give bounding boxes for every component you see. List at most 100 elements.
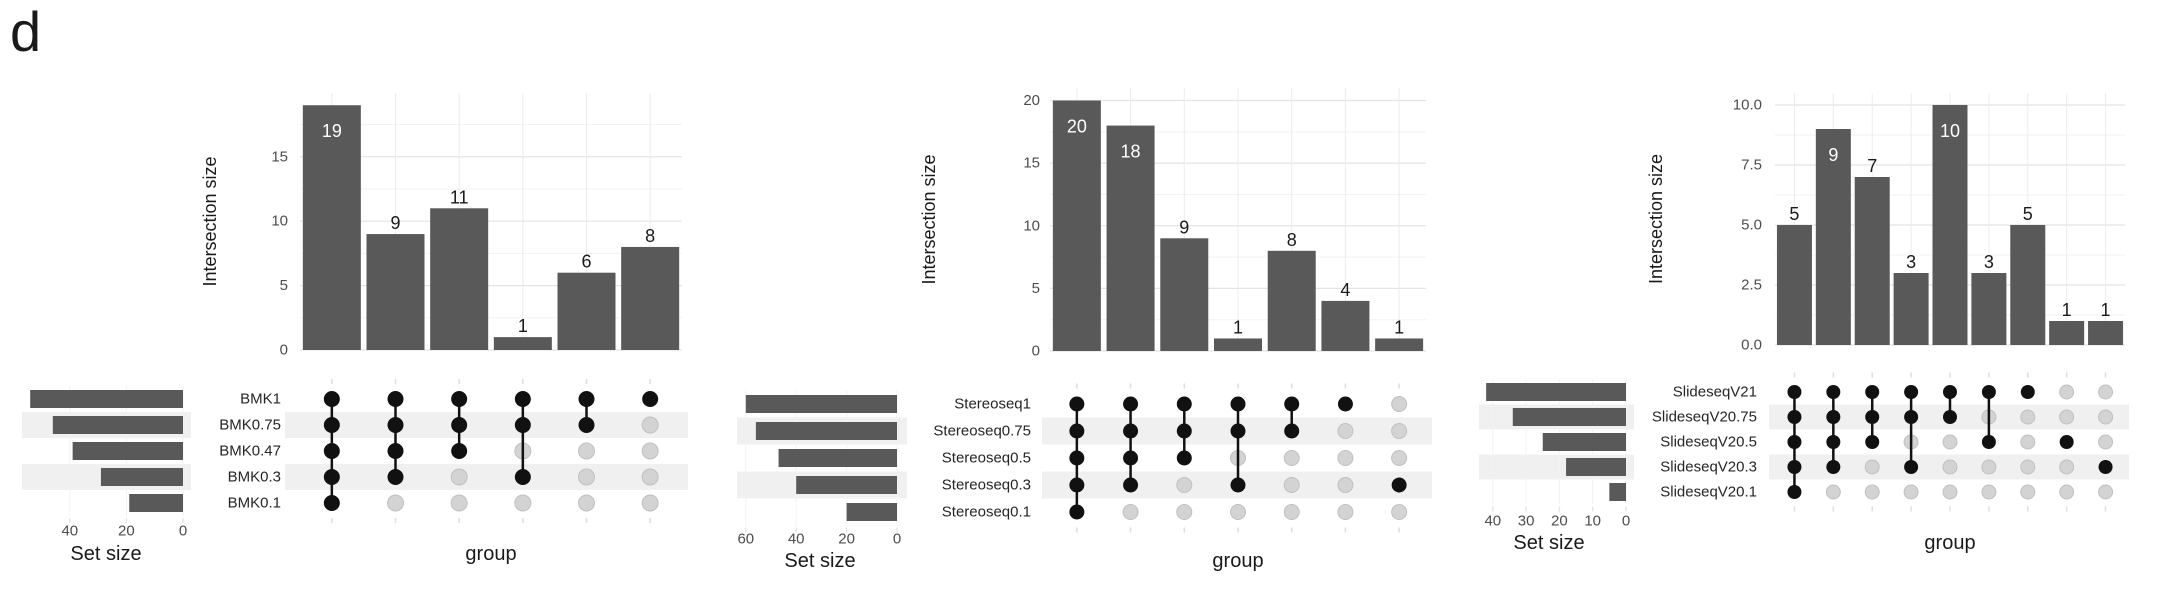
set-membership-dot-filled	[1123, 477, 1139, 493]
set-membership-dot-empty	[2020, 434, 2036, 450]
intersection-count-label: 8	[1287, 230, 1297, 250]
set-membership-dot-empty	[2098, 384, 2114, 400]
set-membership-dot-filled	[1826, 410, 1841, 424]
set-label: BMK1	[240, 391, 281, 408]
set-membership-dot-filled	[1826, 435, 1841, 449]
set-membership-dot-empty	[1903, 484, 1919, 500]
set-size-bar	[796, 476, 897, 494]
set-membership-dot-filled	[323, 391, 340, 407]
intersection-count-label: 9	[390, 213, 400, 233]
intersection-bar	[1932, 105, 1968, 345]
set-membership-dot-empty	[1283, 504, 1300, 520]
set-membership-dot-empty	[578, 468, 595, 486]
set-membership-dot-filled	[1230, 423, 1246, 439]
set-membership-dot-filled	[578, 417, 595, 433]
intersection-bar	[1776, 225, 1812, 345]
set-size-tick-label: 0	[179, 523, 187, 540]
y-axis-tick-label: 20	[1023, 92, 1040, 109]
membership-matrix: Stereoseq1 Stereoseq0.75 Stereoseq0.5 Stere…	[933, 383, 1432, 533]
set-membership-dot-empty	[2059, 459, 2075, 475]
set-membership-dot-filled	[1981, 385, 1996, 399]
intersection-count-label: 6	[581, 252, 591, 272]
set-membership-dot-filled	[451, 391, 468, 407]
set-membership-dot-filled	[1981, 435, 1996, 449]
set-membership-dot-filled	[1787, 385, 1802, 399]
set-membership-dot-empty	[1230, 504, 1246, 520]
set-membership-dot-empty	[514, 494, 532, 512]
figure-panel-label: d	[10, 0, 42, 63]
set-size-bar	[100, 468, 183, 486]
intersection-count-label: 1	[2101, 300, 2111, 320]
set-membership-dot-empty	[1337, 423, 1354, 439]
set-label: SlideseqV20.3	[1660, 459, 1757, 476]
set-size-tick-label: 20	[1551, 513, 1568, 530]
intersection-count-label: 11	[450, 187, 469, 207]
set-label: Stereoseq0.3	[942, 477, 1031, 494]
set-membership-dot-empty	[1981, 459, 1997, 475]
set-membership-dot-empty	[2059, 484, 2075, 500]
set-membership-dot-filled	[578, 391, 595, 407]
set-membership-dot-filled	[642, 391, 659, 407]
y-axis-tick-label: 0	[1032, 343, 1040, 360]
set-label: SlideseqV20.75	[1652, 409, 1757, 426]
set-membership-dot-empty	[1122, 504, 1139, 520]
set-membership-dot-filled	[514, 391, 531, 407]
set-size-tick-label: 0	[893, 531, 901, 548]
set-membership-dot-empty	[2059, 409, 2075, 425]
set-membership-dot-empty	[1942, 459, 1958, 475]
set-membership-dot-empty	[2020, 409, 2036, 425]
y-axis-tick-label: 15	[1023, 155, 1040, 172]
set-membership-dot-filled	[514, 469, 531, 485]
set-membership-dot-empty	[1864, 484, 1880, 500]
intersection-bar	[1815, 129, 1851, 345]
set-size-bar	[52, 416, 183, 434]
set-label: SlideseqV20.1	[1660, 484, 1757, 501]
set-size-tick-label: 20	[118, 523, 135, 540]
y-axis-tick-label: 15	[271, 148, 288, 165]
set-size-bar	[129, 494, 183, 512]
y-axis-title: Intersection size	[1646, 154, 1666, 284]
intersection-count-label: 9	[1828, 145, 1838, 165]
set-size-bar	[755, 422, 897, 440]
set-size-bar	[745, 395, 897, 413]
set-size-chart: 40 20 0 Set size	[22, 386, 191, 565]
set-membership-dot-empty	[1825, 484, 1841, 500]
set-membership-dot-filled	[2098, 460, 2113, 474]
y-axis-tick-label: 0.0	[1741, 337, 1762, 354]
intersection-bar	[1267, 250, 1316, 351]
intersection-count-label: 20	[1067, 117, 1087, 137]
y-axis-tick-label: 5	[1032, 280, 1040, 297]
intersection-bar	[302, 105, 361, 350]
set-size-tick-label: 30	[1518, 513, 1535, 530]
x-axis-title: group	[465, 543, 516, 565]
intersection-count-label: 5	[1789, 204, 1799, 224]
set-membership-dot-empty	[2020, 484, 2036, 500]
set-membership-dot-filled	[1284, 396, 1300, 412]
set-membership-dot-filled	[514, 417, 531, 433]
intersection-bar	[493, 337, 552, 350]
set-membership-dot-filled	[2059, 435, 2074, 449]
set-size-bar	[1542, 433, 1626, 451]
set-size-bar	[1486, 383, 1626, 401]
intersection-count-label: 8	[645, 226, 655, 246]
set-membership-dot-filled	[1176, 450, 1192, 466]
set-label: BMK0.47	[219, 443, 281, 460]
y-axis-tick-label: 10.0	[1733, 97, 1762, 114]
set-size-bar	[1609, 483, 1626, 501]
set-size-axis-title: Set size	[1513, 532, 1584, 554]
set-membership-dot-empty	[1283, 450, 1300, 466]
set-membership-dot-empty	[1337, 477, 1354, 493]
set-membership-dot-filled	[1943, 385, 1957, 399]
y-axis-tick-label: 10	[271, 213, 288, 230]
y-axis-tick-label: 5.0	[1741, 217, 1762, 234]
set-size-tick-label: 40	[1484, 513, 1501, 530]
set-membership-dot-filled	[1391, 477, 1407, 493]
set-membership-dot-empty	[1176, 477, 1193, 493]
set-membership-dot-filled	[1787, 485, 1802, 499]
set-membership-dot-filled	[323, 495, 340, 511]
y-axis-tick-label: 7.5	[1741, 157, 1762, 174]
set-size-tick-label: 10	[1584, 513, 1601, 530]
intersection-count-label: 3	[1906, 252, 1916, 272]
set-label: Stereoseq0.1	[942, 504, 1031, 521]
